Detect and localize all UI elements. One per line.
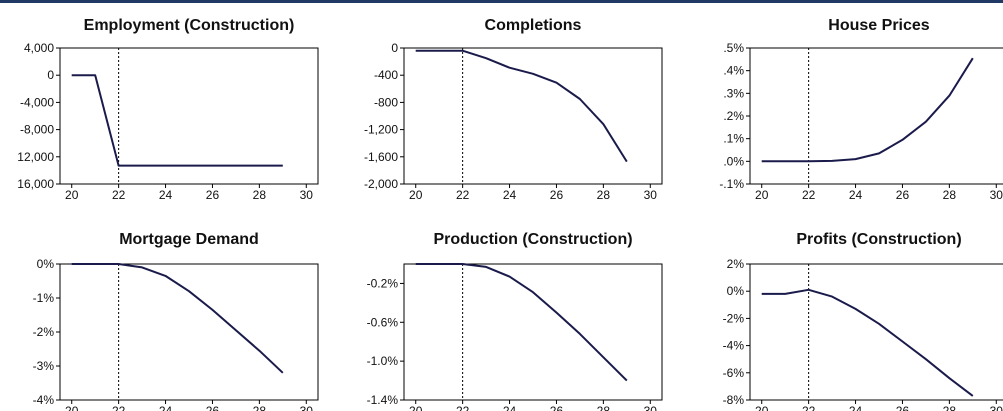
x-tick-label: 24	[159, 188, 173, 202]
chart-panel-6: Profits (Construction) 2% 0% -2% -4% -6% -8% 20…	[723, 231, 1003, 411]
x-tick-label: 26	[206, 188, 220, 202]
series-line	[761, 288, 974, 397]
y-tick-label: -1%	[33, 291, 55, 305]
y-tick-label: -1.4%	[367, 393, 399, 407]
y-tick-label: 0%	[37, 257, 55, 271]
x-tick-label: 28	[943, 188, 957, 202]
x-tick-label: 26	[550, 404, 564, 411]
y-tick-label: -1,200	[364, 123, 398, 137]
x-tick-label: 20	[65, 188, 79, 202]
x-tick-label: 28	[253, 404, 267, 411]
chart-panel-4: Mortgage Demand 0% -1% -2% -3% -4% 20 22 24 26 28 3…	[33, 231, 319, 411]
x-tick-label: 24	[849, 404, 863, 411]
y-tick-label: .0%	[723, 154, 744, 168]
x-tick-label: 26	[550, 188, 564, 202]
x-tick-label: 30	[644, 188, 658, 202]
chart-title: Profits (Construction)	[796, 231, 961, 248]
chart-title: Completions	[485, 17, 582, 34]
x-tick-label: 30	[644, 404, 658, 411]
y-tick-label: 12,000	[17, 150, 54, 164]
y-tick-label: -400	[374, 68, 398, 82]
series-line	[761, 57, 974, 163]
x-tick-label: 20	[755, 404, 769, 411]
x-tick-label: 28	[943, 404, 957, 411]
x-tick-label: 22	[112, 188, 126, 202]
x-tick-label: 26	[896, 404, 910, 411]
x-tick-label: 26	[206, 404, 220, 411]
y-tick-label: -1.0%	[367, 354, 399, 368]
x-tick-label: 20	[755, 188, 769, 202]
plot-frame	[749, 47, 1003, 185]
y-tick-label: 0	[47, 68, 54, 82]
y-tick-label: 2%	[727, 257, 745, 271]
plot-frame	[59, 263, 319, 401]
y-tick-label: -0.2%	[367, 276, 399, 290]
y-tick-label: 16,000	[17, 177, 54, 191]
plot-frame	[59, 47, 319, 185]
x-tick-label: 20	[409, 188, 423, 202]
y-tick-label: -0.6%	[367, 315, 399, 329]
x-tick-label: 30	[300, 404, 314, 411]
y-tick-label: 4,000	[24, 41, 54, 55]
y-tick-label: -1,600	[364, 150, 398, 164]
chart-title: Employment (Construction)	[84, 17, 295, 34]
chart-panel-3: House Prices .5% .4% .3% .2% .1% .0% -.1% 20 22 24…	[719, 17, 1003, 202]
y-tick-label: -800	[374, 95, 398, 109]
x-tick-label: 22	[802, 404, 816, 411]
chart-panel-5: Production (Construction) -0.2% -0.6% -1.0%…	[367, 231, 663, 411]
chart-panel-1: Employment (Construction) 4,000 0 -4,000 -8,…	[17, 17, 319, 202]
x-tick-label: 22	[456, 404, 470, 411]
y-tick-label: 0	[391, 41, 398, 55]
x-tick-label: 28	[597, 188, 611, 202]
y-tick-label: -4%	[723, 339, 745, 353]
y-tick-label: .5%	[723, 41, 744, 55]
y-tick-label: .3%	[723, 86, 744, 100]
series-line	[415, 263, 628, 382]
series-line	[415, 49, 628, 163]
x-tick-label: 28	[597, 404, 611, 411]
y-tick-label: -.1%	[719, 177, 744, 191]
x-tick-label: 24	[503, 188, 517, 202]
x-tick-label: 30	[990, 404, 1003, 411]
x-tick-label: 24	[159, 404, 173, 411]
x-tick-label: 30	[300, 188, 314, 202]
x-tick-label: 22	[112, 404, 126, 411]
y-tick-label: .1%	[723, 132, 744, 146]
x-tick-label: 30	[990, 188, 1003, 202]
y-tick-label: -2%	[723, 311, 745, 325]
y-tick-label: -4%	[33, 393, 55, 407]
x-tick-label: 24	[849, 188, 863, 202]
y-tick-label: .4%	[723, 64, 744, 78]
plot-frame	[749, 263, 1003, 401]
y-tick-label: -2%	[33, 325, 55, 339]
y-tick-label: 0%	[727, 284, 745, 298]
chart-title: Production (Construction)	[433, 231, 632, 248]
x-tick-label: 22	[802, 188, 816, 202]
y-tick-label: -6%	[723, 366, 745, 380]
chart-title: House Prices	[828, 17, 929, 34]
x-tick-label: 20	[65, 404, 79, 411]
x-tick-label: 20	[409, 404, 423, 411]
x-tick-label: 28	[253, 188, 267, 202]
y-tick-label: -8%	[723, 393, 745, 407]
x-tick-label: 26	[896, 188, 910, 202]
chart-title: Mortgage Demand	[119, 231, 259, 248]
plot-frame	[403, 47, 663, 185]
y-tick-label: -8,000	[20, 123, 54, 137]
x-tick-label: 24	[503, 404, 517, 411]
series-line	[71, 263, 284, 374]
y-tick-label: -2,000	[364, 177, 398, 191]
top-rule	[0, 0, 1003, 3]
series-line	[71, 74, 283, 167]
y-tick-label: .2%	[723, 109, 744, 123]
chart-panel-2: Completions 0 -400 -800 -1,200 -1,600 -2,000 20…	[364, 17, 663, 202]
plot-frame	[403, 263, 663, 401]
y-tick-label: -4,000	[20, 95, 54, 109]
y-tick-label: -3%	[33, 359, 55, 373]
x-tick-label: 22	[456, 188, 470, 202]
